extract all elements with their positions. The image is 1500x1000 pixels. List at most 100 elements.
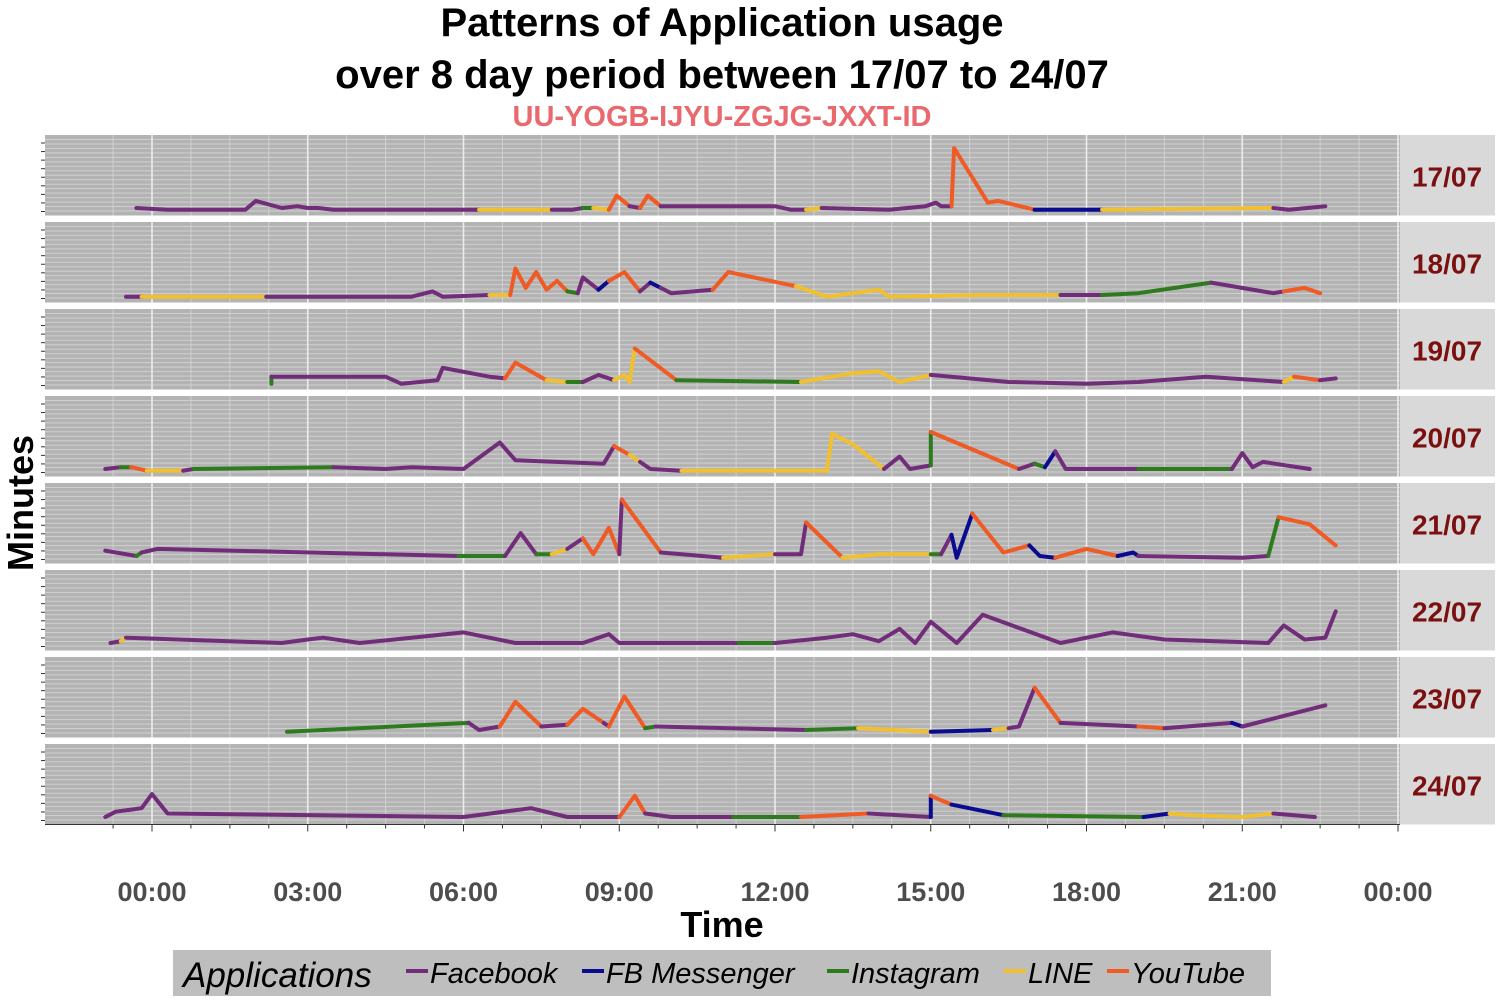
series-line-facebook <box>638 459 684 473</box>
series-line-youtube <box>617 793 648 819</box>
series-line-facebook <box>1017 461 1037 471</box>
series-line-facebook <box>1271 811 1317 819</box>
series-line-facebook <box>580 372 617 384</box>
strip-background <box>1400 744 1495 825</box>
series-line-facebook <box>264 289 492 299</box>
strip-background <box>1400 135 1495 216</box>
series-line-line <box>679 431 886 473</box>
legend-item-messenger: FB Messenger <box>582 958 796 990</box>
series-line-line <box>799 369 933 384</box>
legend-title: Applications <box>181 956 372 995</box>
series-line-line <box>721 552 777 560</box>
strip-label: 20/07 <box>1412 422 1482 453</box>
legend-item-facebook: Facebook <box>406 958 559 990</box>
series-line-facebook <box>928 372 1286 386</box>
series-line-facebook <box>882 454 933 471</box>
series-line-facebook <box>575 275 601 296</box>
series-line-facebook <box>1209 280 1286 296</box>
series-line-facebook <box>124 630 741 645</box>
series-line-facebook <box>134 198 482 212</box>
series-line-youtube <box>565 706 606 727</box>
series-line-facebook <box>539 722 570 729</box>
x-axis: 00:00 03:00 06:00 09:00 12:00 15:00 18:00 21:00… <box>45 824 1433 907</box>
series-line-youtube <box>606 193 632 212</box>
x-tick-label: 21:00 <box>1208 877 1277 907</box>
series-line-instagram <box>285 720 471 734</box>
series-line-facebook <box>1058 720 1141 729</box>
series-line-facebook <box>658 550 726 560</box>
series-line-line <box>591 206 611 212</box>
series-line-facebook <box>819 200 954 212</box>
series-line-youtube <box>1281 285 1323 296</box>
series-line-facebook <box>653 724 809 732</box>
series-line-facebook <box>1053 449 1141 471</box>
series-line-facebook <box>503 531 539 558</box>
chart-title-line2: over 8 day period between 17/07 to 24/07 <box>335 53 1109 97</box>
chart-title-line1: Patterns of Application usage <box>440 1 1003 45</box>
panel-21-07: 21/07 <box>41 483 1495 564</box>
x-tick-label: 09:00 <box>585 877 654 907</box>
series-line-facebook <box>103 465 123 471</box>
series-line-facebook <box>1136 554 1271 560</box>
series-line-facebook <box>1318 376 1338 383</box>
series-line-line <box>549 546 570 557</box>
series-line-youtube <box>804 520 845 560</box>
legend-label-facebook: Facebook <box>430 958 559 990</box>
x-tick-label: 06:00 <box>429 877 498 907</box>
panel-20-07: 20/07 <box>41 396 1495 477</box>
series-line-youtube <box>1053 546 1120 560</box>
series-line-line <box>544 378 570 384</box>
series-line-youtube <box>1292 374 1323 383</box>
strip-label: 18/07 <box>1412 248 1482 279</box>
legend-item-youtube: YouTube <box>1107 958 1245 990</box>
panel-17-07: 17/07 <box>41 135 1495 216</box>
series-line-youtube <box>503 360 549 383</box>
series-line-facebook <box>1240 703 1328 729</box>
x-axis-title: Time <box>680 904 763 945</box>
series-line-youtube <box>632 346 679 383</box>
series-line-line <box>1167 811 1276 819</box>
series-line-line <box>840 552 933 560</box>
series-line-instagram <box>1266 515 1281 558</box>
legend-label-messenger: FB Messenger <box>606 958 796 990</box>
legend-label-line: LINE <box>1028 958 1093 990</box>
strip-label: 22/07 <box>1412 596 1482 627</box>
series-line-facebook <box>638 280 653 294</box>
series-line-facebook <box>331 440 617 471</box>
series-line-facebook <box>939 532 954 557</box>
series-line-facebook <box>643 811 736 819</box>
strip-label: 21/07 <box>1412 509 1482 540</box>
legend-label-youtube: YouTube <box>1131 958 1245 990</box>
series-line-youtube <box>949 146 1037 212</box>
series-line-youtube <box>928 430 1021 471</box>
series-line-instagram <box>674 378 803 384</box>
chart-subtitle: UU-YOGB-IJYU-ZGJG-JXXT-ID <box>513 101 932 133</box>
series-line-youtube <box>508 266 570 297</box>
series-line-facebook <box>565 536 585 551</box>
strip-background <box>1400 483 1495 564</box>
x-tick-label: 18:00 <box>1052 877 1121 907</box>
series-line-facebook <box>139 546 461 558</box>
strip-background <box>1400 657 1495 738</box>
strip-background <box>1400 570 1495 651</box>
series-line-line <box>1100 206 1276 212</box>
series-line-youtube <box>970 511 1032 555</box>
series-line-youtube <box>606 694 648 731</box>
x-tick-label: 00:00 <box>1363 877 1432 907</box>
series-line-line <box>612 346 637 384</box>
series-line-facebook <box>103 548 139 558</box>
legend-item-instagram: Instagram <box>827 958 980 990</box>
facet-panels: 17/07 18/07 19/07 20/07 21/07 22/07 23/07 24/07 <box>41 135 1495 825</box>
panel-18-07: 18/07 <box>41 222 1495 303</box>
strip-background <box>1400 396 1495 477</box>
series-line-messenger <box>1115 550 1141 558</box>
panel-19-07: 19/07 <box>41 309 1495 390</box>
series-line-youtube <box>1276 515 1338 548</box>
panel-22-07: 22/07 <box>41 570 1495 651</box>
series-line-facebook <box>773 520 809 557</box>
legend: Applications Facebook FB Messenger Instagr… <box>173 950 1271 996</box>
series-line-facebook <box>658 285 715 296</box>
strip-label: 17/07 <box>1412 161 1482 192</box>
series-line-youtube <box>619 497 663 555</box>
strip-label: 19/07 <box>1412 335 1482 366</box>
